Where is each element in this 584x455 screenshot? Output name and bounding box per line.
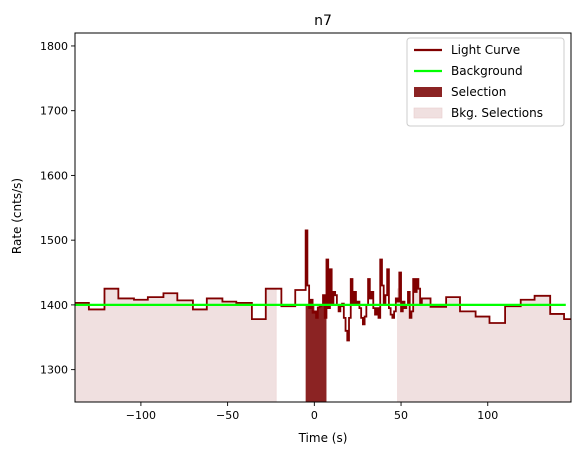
legend-swatch-selection — [414, 87, 442, 97]
legend-label-light_curve: Light Curve — [451, 43, 520, 57]
x-tick-label: 0 — [311, 409, 318, 422]
x-axis-label: Time (s) — [298, 431, 348, 445]
legend-box — [406, 37, 565, 127]
x-tick-label: −50 — [216, 409, 239, 422]
y-tick-label: 1800 — [40, 40, 68, 53]
y-tick-label: 1600 — [40, 169, 68, 182]
chart-title: n7 — [314, 13, 332, 29]
plot-content — [75, 229, 571, 402]
legend-swatch-bkg_selection — [413, 107, 443, 119]
x-axis: −100 −50 0 50 100 — [126, 402, 498, 422]
legend-label-bkg_selection: Bkg. Selections — [451, 106, 543, 120]
axes-frame — [74, 32, 572, 403]
y-tick-label: 1300 — [40, 364, 68, 377]
plot-area — [75, 229, 571, 402]
selection-region — [305, 295, 327, 402]
legend-label-selection: Selection — [451, 85, 506, 99]
y-tick-label: 1700 — [40, 105, 68, 118]
y-axis: 1300 1400 1500 1600 1700 1800 — [40, 40, 75, 377]
legend: Light Curve Background Selection Bkg. Selec… — [406, 37, 565, 127]
legend-label-background: Background — [451, 64, 523, 78]
x-tick-label: 50 — [394, 409, 408, 422]
y-tick-label: 1400 — [40, 299, 68, 312]
y-tick-label: 1500 — [40, 234, 68, 247]
x-tick-label: −100 — [126, 409, 156, 422]
x-tick-label: 100 — [477, 409, 498, 422]
y-axis-label: Rate (cnts/s) — [10, 178, 24, 254]
